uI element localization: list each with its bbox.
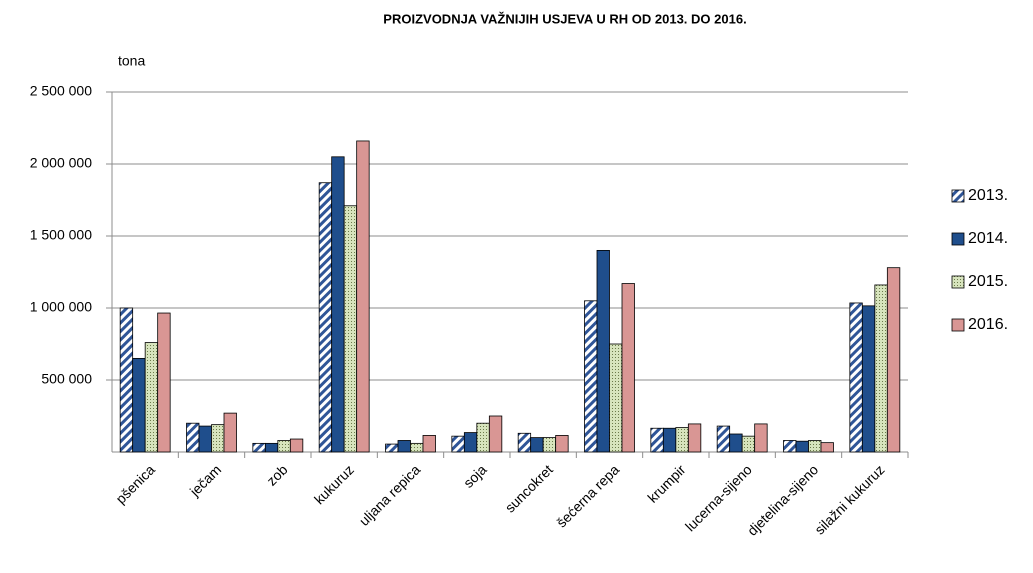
x-tick-label: suncokret	[502, 461, 556, 515]
bar	[849, 302, 863, 453]
bar	[886, 267, 901, 453]
y-tick-label: 500 000	[41, 371, 92, 387]
x-tick-label: šećerna repa	[553, 461, 622, 530]
bar	[621, 283, 635, 453]
bar	[186, 422, 200, 453]
bar	[198, 425, 212, 453]
x-tick-label: uljana repica	[356, 461, 424, 529]
bar	[741, 435, 756, 453]
bar	[820, 442, 834, 453]
bar	[687, 423, 702, 453]
bar	[119, 307, 134, 453]
bar	[716, 425, 731, 453]
legend-label: 2014.	[968, 230, 1008, 247]
x-tick-label: djetelina-sijeno	[744, 461, 822, 539]
bar	[331, 156, 345, 453]
legend-swatch	[951, 232, 965, 246]
bar	[252, 442, 266, 453]
bar	[318, 182, 333, 453]
x-tick-label: ječam	[186, 461, 224, 499]
x-tick-label: pšenica	[112, 461, 158, 507]
bar	[211, 424, 225, 453]
bar	[662, 427, 677, 453]
bar	[729, 433, 743, 453]
bar	[596, 249, 610, 453]
bar	[410, 442, 424, 453]
bar	[783, 440, 797, 453]
bar	[861, 305, 876, 453]
bar	[542, 437, 557, 453]
bar	[356, 140, 370, 453]
bar	[609, 343, 623, 453]
y-tick-label: 1 500 000	[30, 227, 92, 243]
bar	[385, 443, 399, 453]
bar	[754, 423, 768, 453]
x-tick-label: silažni kukuruz	[811, 461, 887, 537]
bar	[555, 435, 569, 453]
bar	[343, 205, 358, 453]
bar	[277, 440, 291, 453]
x-tick-label: lucerna-sijeno	[682, 461, 755, 534]
bar	[530, 437, 544, 453]
y-axis-label: tona	[118, 53, 145, 69]
bar	[795, 440, 809, 453]
x-tick-label: kukuruz	[311, 461, 357, 507]
bar	[422, 435, 436, 453]
bar	[517, 432, 532, 453]
legend-swatch	[951, 189, 965, 203]
bar	[675, 427, 689, 453]
legend-label: 2015.	[968, 273, 1008, 290]
x-tick-label: zob	[263, 461, 290, 488]
bar	[451, 435, 465, 453]
bar	[223, 412, 237, 453]
bar	[488, 415, 503, 453]
bar	[584, 300, 598, 453]
y-tick-label: 2 000 000	[30, 155, 92, 171]
legend-swatch	[951, 318, 965, 332]
y-tick-label: 2 500 000	[30, 83, 92, 99]
x-tick-label: soja	[460, 461, 490, 491]
bar	[397, 440, 411, 453]
chart-title: PROIZVODNJA VAŽNIJIH USJEVA U RH OD 2013…	[383, 11, 746, 26]
legend-label: 2016.	[968, 316, 1008, 333]
y-tick-label: 1 000 000	[30, 299, 92, 315]
bar	[808, 440, 822, 453]
bar	[289, 438, 304, 453]
bar	[264, 442, 279, 453]
bar	[463, 432, 478, 453]
bar	[874, 284, 888, 453]
legend-swatch	[951, 275, 965, 289]
x-tick-label: krumpir	[644, 461, 689, 506]
bar	[650, 427, 664, 453]
bar	[132, 357, 146, 453]
bar	[476, 422, 490, 453]
bar	[144, 342, 159, 453]
bar	[157, 312, 171, 453]
legend-label: 2013.	[968, 187, 1008, 204]
